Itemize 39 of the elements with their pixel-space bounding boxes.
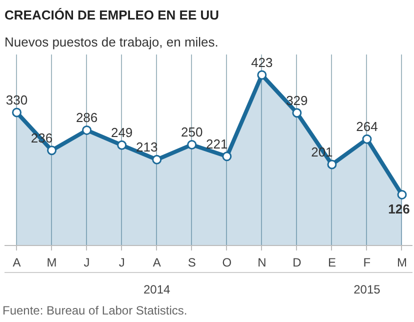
point	[397, 190, 407, 200]
x-tick-label: A	[152, 256, 161, 270]
x-tick-label: N	[258, 256, 266, 270]
x-tick-label: A	[12, 256, 21, 270]
point	[222, 152, 232, 162]
x-tick-label: M	[396, 256, 407, 270]
x-tick-label: S	[188, 256, 196, 270]
point	[117, 140, 127, 150]
data-label: 329	[286, 92, 308, 108]
point	[292, 108, 302, 118]
data-label: 423	[251, 54, 273, 70]
point	[12, 108, 22, 118]
point	[47, 146, 57, 156]
chart-title: CREACIÓN DE EMPLEO EN EE UU	[4, 8, 220, 22]
x-tick-label: M	[46, 256, 57, 270]
x-tick-label: O	[222, 256, 232, 270]
data-label: 126	[388, 202, 410, 217]
chart-subtitle: Nuevos puestos de trabajo, en miles.	[4, 34, 218, 50]
point	[327, 160, 337, 170]
point	[152, 154, 162, 164]
x-tick-label: J	[84, 256, 90, 270]
data-label: 221	[206, 136, 228, 152]
x-tick-label: E	[328, 256, 336, 270]
data-label: 249	[110, 125, 133, 140]
x-tick-label: D	[292, 256, 302, 270]
point	[187, 140, 197, 150]
x-tick-label: F	[363, 256, 371, 270]
data-label: 213	[136, 140, 158, 155]
data-label: 286	[76, 110, 98, 126]
text: 2014	[143, 282, 171, 296]
source-note: Fuente: Bureau of Labor Statistics.	[2, 304, 188, 318]
data-label: 264	[356, 119, 378, 134]
point	[82, 125, 92, 135]
data-label: 330	[6, 92, 28, 108]
data-label: 250	[181, 124, 203, 140]
point	[257, 70, 267, 80]
x-tick-label: J	[118, 256, 125, 270]
point	[362, 134, 372, 144]
text: 2015	[354, 282, 381, 296]
